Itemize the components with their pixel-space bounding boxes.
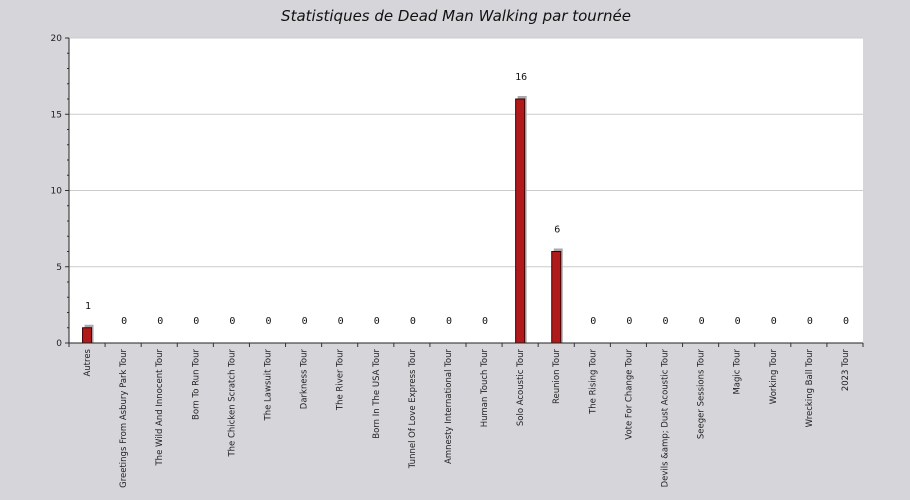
bar	[551, 251, 562, 344]
data-label: 0	[302, 316, 308, 327]
x-category-label: Solo Acoustic Tour	[516, 349, 526, 427]
x-category-label: Vote For Change Tour	[624, 349, 634, 440]
x-category-label: Autres	[83, 348, 93, 376]
x-category-label: The Wild And Innocent Tour	[155, 349, 165, 467]
data-labels: 1 0 0 0 0 0 0 0 0 0 0 0 16 6 0 0 0 0 0 0 0 0	[85, 72, 849, 327]
data-label: 0	[157, 316, 163, 327]
data-label: 0	[843, 316, 849, 327]
bar	[82, 327, 93, 344]
data-label: 0	[229, 316, 235, 327]
x-category-label: Darkness Tour	[300, 349, 310, 410]
x-category-label: Human Touch Tour	[480, 349, 490, 428]
y-tick-label: 0	[56, 339, 62, 349]
x-category-label: The River Tour	[336, 349, 346, 412]
x-category-label: Wrecking Ball Tour	[805, 349, 815, 428]
data-label: 0	[482, 316, 488, 327]
x-category-label: Amnesty International Tour	[444, 349, 454, 464]
bar	[515, 98, 526, 344]
data-label: 0	[446, 316, 452, 327]
data-label: 0	[771, 316, 777, 327]
data-label: 0	[265, 316, 271, 327]
data-label: 0	[193, 316, 199, 327]
y-tick-label: 20	[51, 34, 63, 44]
x-category-label: Working Tour	[769, 348, 779, 404]
data-label: 0	[626, 316, 632, 327]
data-label: 0	[699, 316, 705, 327]
data-label: 0	[735, 316, 741, 327]
x-category-label: Greetings From Asbury Park Tour	[119, 349, 129, 488]
grid-lines	[69, 37, 863, 268]
x-category-label: The Rising Tour	[588, 349, 598, 415]
x-category-label: The Lawsuit Tour	[264, 348, 274, 421]
y-tick-label: 5	[56, 263, 62, 273]
data-label: 16	[515, 72, 527, 83]
x-category-label: Reunion Tour	[552, 349, 562, 405]
data-label: 0	[590, 316, 596, 327]
x-category-label: Magic Tour	[733, 349, 743, 395]
x-category-label: 2023 Tour	[841, 349, 851, 392]
data-label: 0	[807, 316, 813, 327]
data-label: 0	[121, 316, 127, 327]
y-tick-label: 15	[51, 110, 62, 120]
data-label: 6	[554, 225, 560, 236]
data-label: 1	[85, 301, 91, 312]
chart-title: Statistiques de Dead Man Walking par tou…	[281, 7, 631, 25]
data-label: 0	[410, 316, 416, 327]
x-category-label: The Chicken Scratch Tour	[227, 349, 237, 458]
data-label: 0	[662, 316, 668, 327]
y-tick-label: 10	[51, 187, 63, 197]
x-category-label: Tunnel Of Love Express Tour	[408, 349, 418, 470]
x-category-label: Born In The USA Tour	[372, 349, 382, 439]
x-category-label: Seeger Sessions Tour	[697, 349, 707, 440]
data-label: 0	[374, 316, 380, 327]
x-category-label: Born To Run Tour	[191, 349, 201, 420]
data-label: 0	[338, 316, 344, 327]
x-category-label: Devils &amp; Dust Acoustic Tour	[661, 348, 671, 487]
